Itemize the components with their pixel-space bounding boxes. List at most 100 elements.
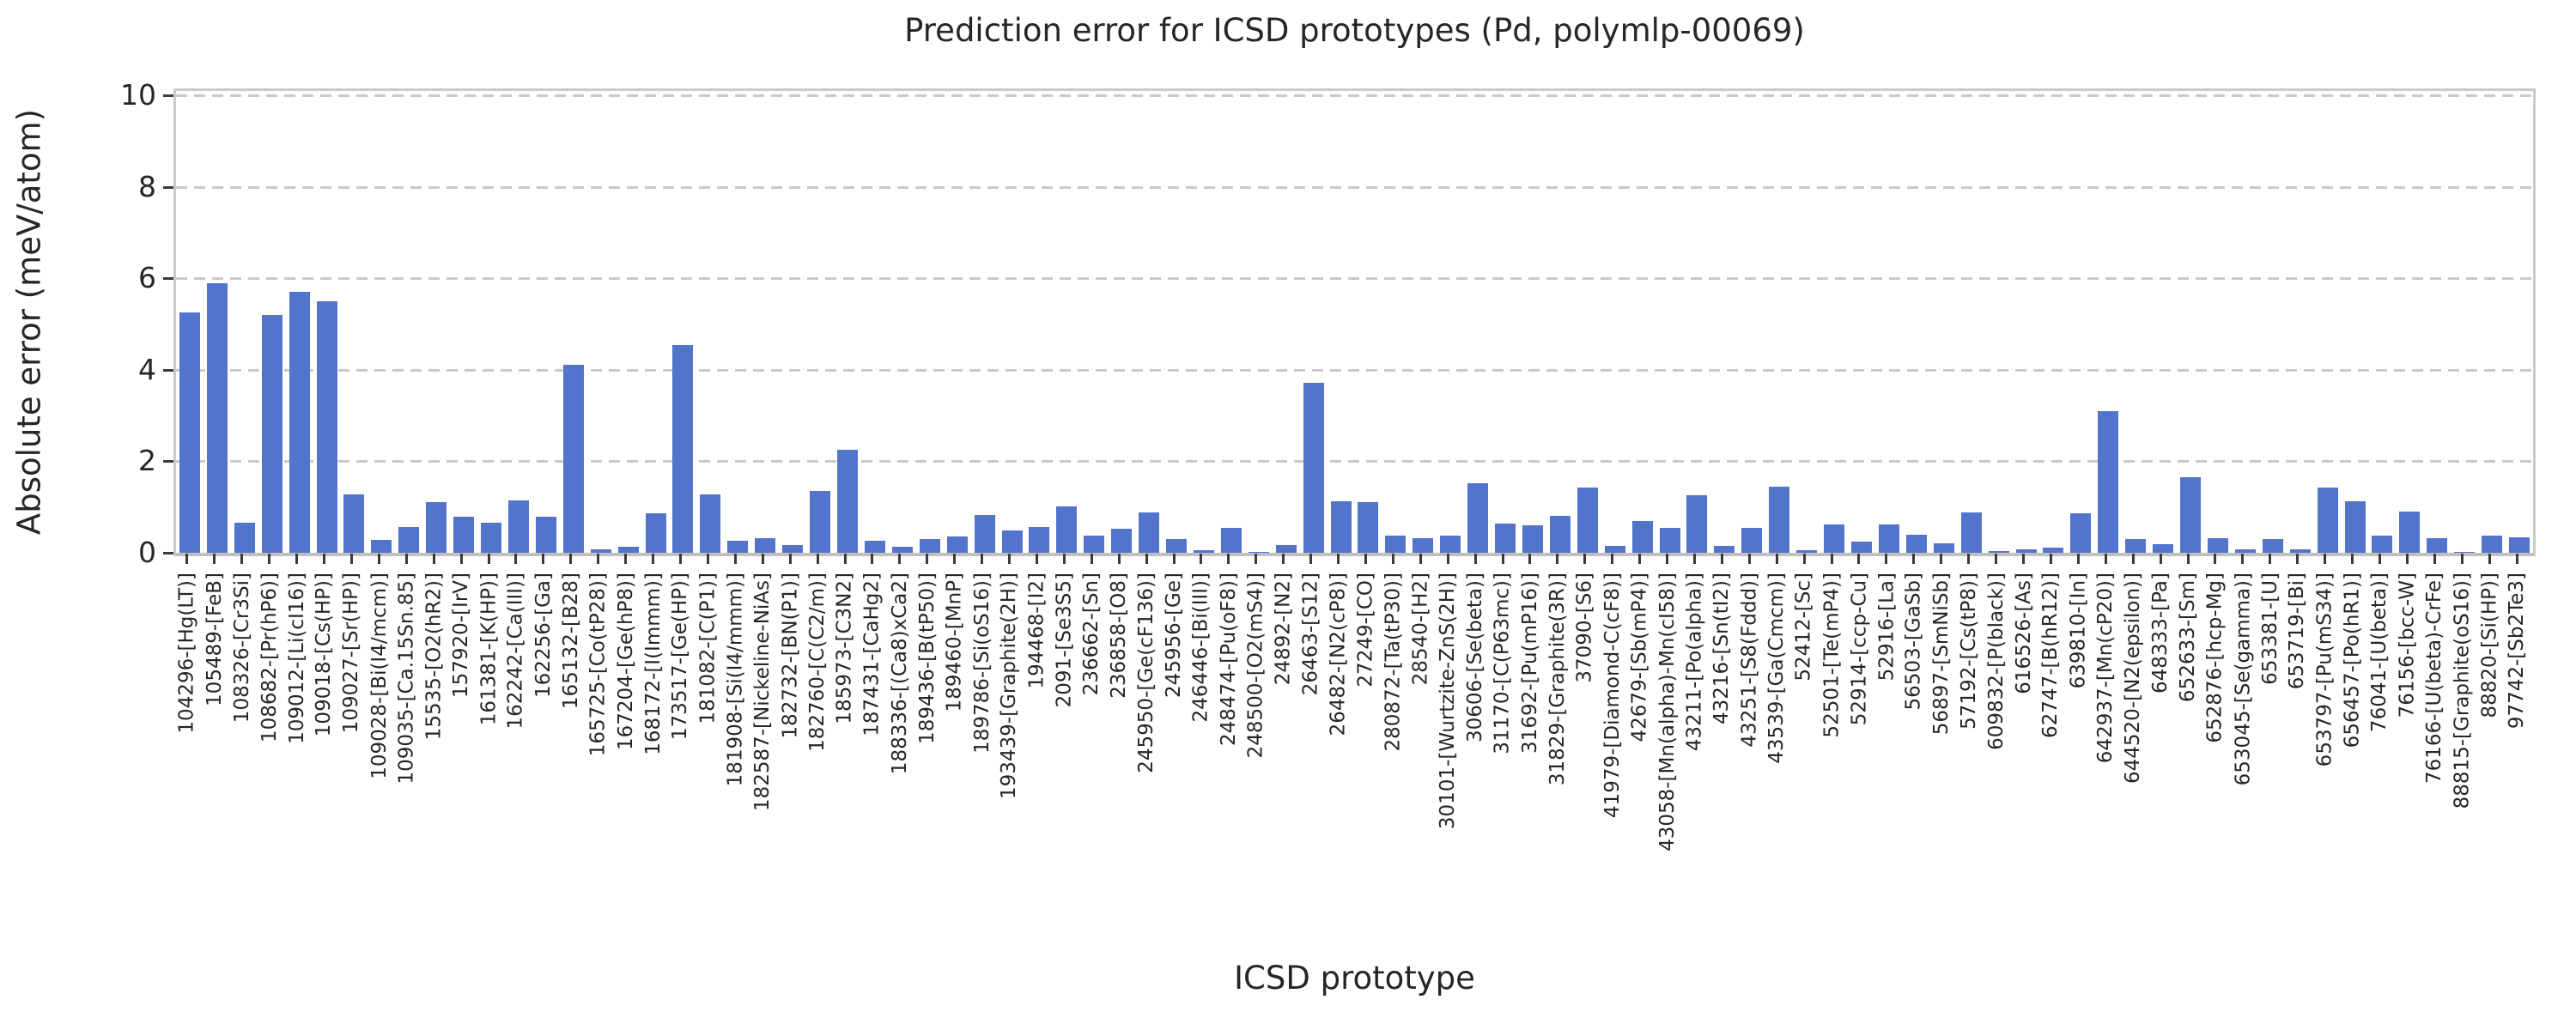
x-tick-label: 182760-[C(C2/m)]	[806, 573, 829, 752]
x-tick-label: 648333-[Pa]	[2149, 573, 2172, 694]
x-tick-label: 52916-[La]	[1874, 573, 1898, 682]
bar-42679-[Sb(mP4)]	[1631, 520, 1653, 553]
x-tick-label: 182587-[Nickeline-NiAs]	[751, 573, 775, 812]
bar-194468-[I2]	[1029, 526, 1050, 553]
bar-648333-[Pa]	[2153, 544, 2174, 553]
x-tick-mark	[213, 554, 216, 564]
bar-157920-[IrV]	[453, 516, 475, 553]
x-tick-label: 43216-[Sn(tI2)]	[1710, 573, 1734, 724]
x-tick-mark	[2405, 554, 2409, 564]
x-tick-mark	[898, 554, 902, 564]
bar-26482-[N2(cP8)]	[1330, 501, 1352, 553]
x-tick-mark	[1035, 554, 1038, 564]
chart-title: Prediction error for ICSD prototypes (Pd…	[904, 12, 1805, 49]
bar-52916-[La]	[1878, 524, 1899, 553]
bar-656457-[Po(hR1)]	[2344, 500, 2366, 553]
x-tick-label: 76166-[U(beta)-CrFe]	[2423, 573, 2446, 784]
x-tick-mark	[2296, 554, 2300, 564]
x-tick-label: 642937-[Mn(cP20)]	[2094, 573, 2117, 764]
x-tick-label: 109018-[Cs(HP)]	[313, 573, 336, 737]
x-tick-mark	[1145, 554, 1148, 564]
x-tick-mark	[1638, 554, 1642, 564]
bar-185973-[C3N2]	[837, 449, 858, 553]
y-tick-mark-10	[163, 94, 173, 98]
x-tick-label: 248474-[Pu(oF8)]	[1217, 573, 1240, 746]
bar-236858-[O8]	[1111, 528, 1133, 553]
bar-108682-[Pr(hP6)]	[261, 315, 283, 553]
x-tick-mark	[2104, 554, 2107, 564]
bar-43539-[Ga(Cmcm)]	[1769, 487, 1790, 553]
x-tick-mark	[2488, 554, 2491, 564]
bar-652633-[Sm]	[2180, 476, 2202, 553]
bar-109018-[Cs(HP)]	[316, 301, 337, 553]
bar-652876-[hcp-Mg]	[2207, 537, 2228, 553]
bar-653045-[Se(gamma)]	[2234, 548, 2256, 553]
bar-56503-[GaSb]	[1905, 534, 1927, 553]
bar-189436-[B(tP50)]	[919, 538, 940, 553]
x-tick-mark	[1337, 554, 1340, 564]
bar-31692-[Pu(mP16)]	[1522, 525, 1543, 553]
x-tick-label: 30101-[Wurtzite-ZnS(2H)]	[1437, 573, 1460, 830]
x-tick-mark	[377, 554, 380, 564]
bar-168172-[I(Immm)]	[645, 512, 666, 553]
x-tick-label: 37090-[S6]	[1573, 573, 1596, 683]
x-tick-label: 30606-[Se(beta)]	[1464, 573, 1487, 742]
bar-56897-[SmNiSb]	[1933, 542, 1954, 553]
x-tick-label: 157920-[IrV]	[450, 573, 473, 699]
gridline-y8	[176, 185, 2533, 189]
x-tick-label: 187431-[CaHg2]	[860, 573, 884, 736]
x-tick-label: 42679-[Sb(mP4)]	[1628, 573, 1651, 742]
x-tick-label: 162242-[Ca(III)]	[504, 573, 527, 730]
x-tick-mark	[871, 554, 874, 564]
x-tick-label: 88815-[Graphite(oS16)]	[2451, 573, 2474, 809]
x-tick-mark	[2159, 554, 2162, 564]
bar-62747-[B(hR12)]	[2043, 547, 2064, 553]
x-tick-label: 161381-[K(HP)]	[477, 573, 501, 726]
y-tick-mark-0	[163, 552, 173, 554]
x-tick-label: 162256-[Ga]	[532, 573, 555, 698]
bar-165132-[B28]	[562, 364, 584, 553]
x-tick-mark	[432, 554, 435, 564]
bar-43251-[S8(Fddd)]	[1741, 528, 1763, 553]
bar-182587-[Nickeline-NiAs]	[755, 537, 776, 553]
bar-88815-[Graphite(oS16)]	[2454, 551, 2476, 553]
bar-108326-[Cr3Si]	[234, 523, 255, 553]
bar-109035-[Ca.15Sn.85]	[398, 527, 420, 553]
bar-616526-[As]	[2015, 549, 2037, 553]
gridline-y4	[176, 368, 2533, 372]
x-tick-mark	[1062, 554, 1066, 564]
x-tick-mark	[542, 554, 545, 564]
x-tick-mark	[2433, 554, 2436, 564]
x-tick-mark	[1117, 554, 1121, 564]
x-tick-label: 609832-[P(black)]	[1984, 573, 2008, 750]
x-tick-mark	[1172, 554, 1176, 564]
bar-37090-[S6]	[1577, 487, 1598, 553]
x-tick-mark	[761, 554, 764, 564]
y-tick-label-10: 10	[120, 78, 156, 112]
bar-173517-[Ge(HP)]	[672, 344, 694, 553]
x-tick-label: 57192-[Cs(tP8)]	[1957, 573, 1980, 730]
x-tick-mark	[295, 554, 299, 564]
bar-109027-[Sr(HP)]	[343, 494, 365, 553]
x-tick-label: 167204-[Ge(hP8)]	[614, 573, 637, 751]
x-tick-mark	[240, 554, 244, 564]
bar-105489-[FeB]	[206, 282, 228, 553]
x-tick-label: 56897-[SmNiSb]	[1929, 573, 1953, 736]
x-tick-label: 185973-[C3N2]	[834, 573, 856, 724]
bar-653719-[Bi]	[2289, 548, 2311, 553]
x-tick-mark	[1282, 554, 1285, 564]
x-tick-mark	[597, 554, 600, 564]
bar-167204-[Ge(hP8)]	[617, 547, 639, 553]
x-tick-mark	[788, 554, 792, 564]
x-tick-mark	[1720, 554, 1723, 564]
x-tick-mark	[1583, 554, 1587, 564]
bar-248474-[Pu(oF8)]	[1220, 528, 1242, 553]
x-tick-label: 193439-[Graphite(2H)]	[998, 573, 1021, 800]
x-tick-label: 109028-[Bi(I4/mcm)]	[368, 573, 391, 779]
x-tick-mark	[981, 554, 984, 564]
bar-88820-[Si(HP)]	[2482, 536, 2503, 553]
bar-43216-[Sn(tI2)]	[1714, 546, 1735, 553]
y-tick-label-8: 8	[138, 169, 156, 203]
x-tick-label: 108326-[Cr3Si]	[230, 573, 253, 724]
